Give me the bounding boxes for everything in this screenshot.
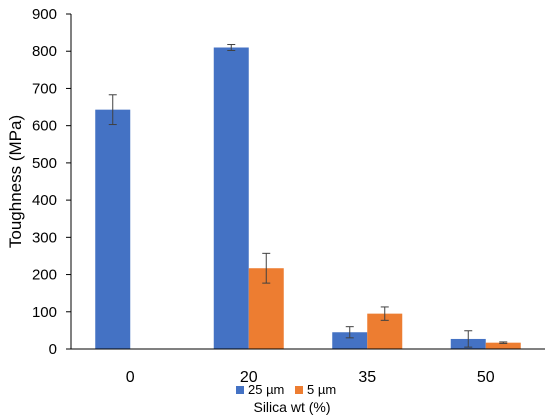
y-tick-label: 400 [32, 192, 57, 209]
x-tick-label-20: 20 [240, 369, 258, 386]
y-tick-label: 900 [32, 6, 57, 23]
legend-label-2: 5 µm [307, 382, 336, 397]
bar-series-1-20 [213, 47, 249, 349]
legend: 25 µm 5 µm [236, 382, 336, 397]
bar-series-1-35 [332, 332, 368, 349]
y-tick-label: 500 [32, 155, 57, 172]
x-tick-label-50: 50 [477, 369, 495, 386]
y-axis-ticks: 0 100 200 300 400 500 600 700 800 900 [32, 6, 71, 358]
y-tick-label: 0 [49, 341, 57, 358]
y-tick-label: 700 [32, 80, 57, 97]
bars [95, 47, 521, 350]
y-tick-label: 300 [32, 229, 57, 246]
error-bars [108, 44, 508, 348]
bar-series-1-0 [95, 109, 131, 350]
legend-label-1: 25 µm [248, 382, 284, 397]
y-tick-label: 600 [32, 118, 57, 135]
legend-swatch-2 [295, 386, 303, 394]
bar-series-2-50 [485, 342, 521, 349]
x-tick-label-35: 35 [358, 369, 376, 386]
y-tick-label: 100 [32, 304, 57, 321]
x-tick-label-0: 0 [126, 369, 135, 386]
x-axis-ticks: 0 20 35 50 [126, 369, 495, 386]
x-axis-title: Silica wt (%) [253, 399, 330, 415]
legend-swatch-1 [236, 386, 244, 394]
y-axis-title: Toughness (MPa) [6, 115, 25, 248]
y-tick-label: 200 [32, 267, 57, 284]
y-tick-label: 800 [32, 43, 57, 60]
